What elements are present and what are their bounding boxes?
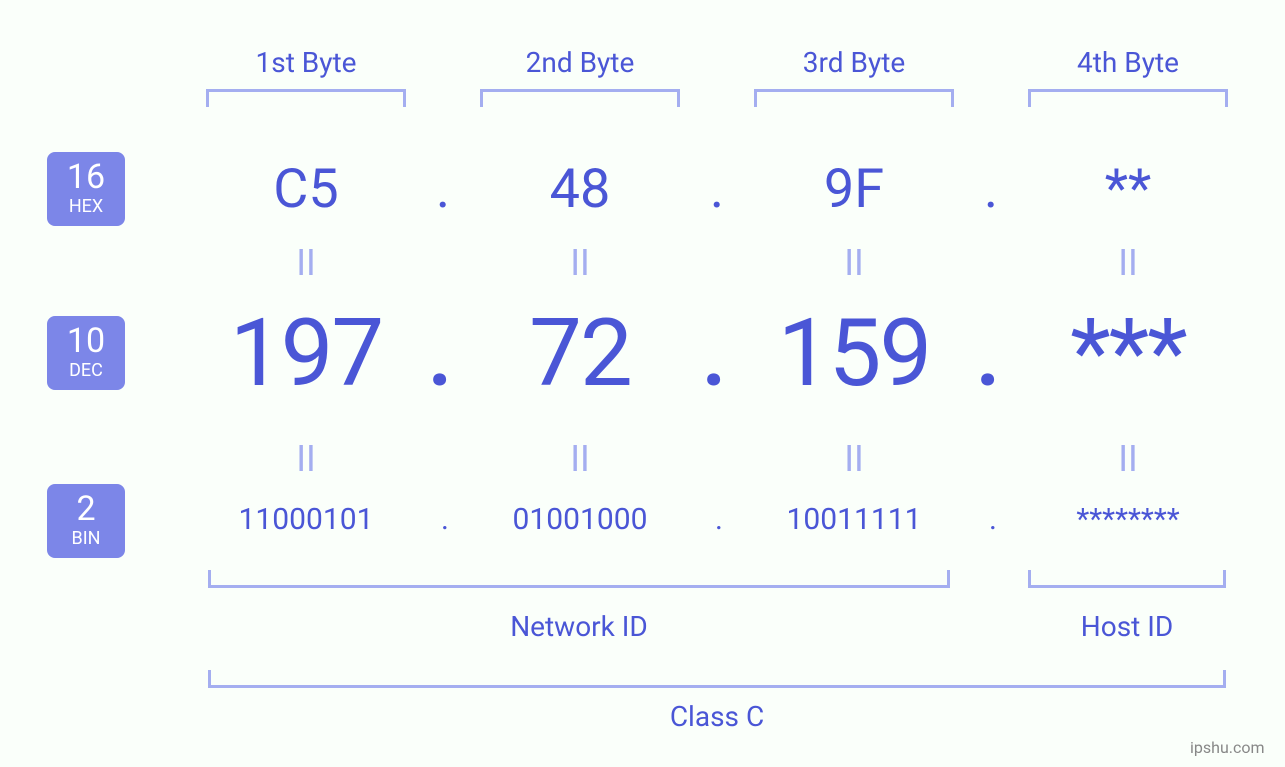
top-bracket-4 [1028, 89, 1228, 107]
bracket-network [208, 570, 950, 588]
bin-val-1: 11000101 [206, 502, 406, 537]
dot-hex-2: . [692, 158, 742, 221]
badge-hex-label: HEX [47, 198, 125, 216]
bin-val-3: 10011111 [754, 502, 954, 537]
byte-header-3: 3rd Byte [754, 46, 954, 79]
hex-val-2: 48 [480, 158, 680, 221]
badge-dec-num: 10 [47, 324, 125, 358]
dot-bin-1: . [430, 502, 460, 537]
byte-header-2: 2nd Byte [480, 46, 680, 79]
label-class: Class C [208, 700, 1226, 733]
eq2-2: II [480, 438, 680, 480]
dot-hex-3: . [966, 158, 1016, 221]
dot-hex-1: . [418, 158, 468, 221]
dot-dec-3: . [958, 298, 1018, 408]
dec-val-3: 159 [754, 298, 954, 408]
hex-val-4: ** [1028, 158, 1228, 221]
label-network: Network ID [208, 610, 950, 643]
eq2-3: II [754, 438, 954, 480]
dot-bin-2: . [704, 502, 734, 537]
badge-bin-label: BIN [47, 530, 125, 548]
badge-hex-num: 16 [47, 160, 125, 194]
top-bracket-1 [206, 89, 406, 107]
byte-col-1: 1st Byte [206, 46, 406, 107]
dot-bin-3: . [978, 502, 1008, 537]
ip-diagram: 16 HEX 10 DEC 2 BIN 1st Byte 2nd Byte 3r… [0, 0, 1285, 767]
label-host: Host ID [1028, 610, 1226, 643]
hex-val-3: 9F [754, 158, 954, 221]
bin-val-4: ******** [1028, 502, 1228, 537]
top-bracket-3 [754, 89, 954, 107]
badge-bin: 2 BIN [47, 484, 125, 558]
badge-dec-label: DEC [47, 362, 125, 380]
eq1-4: II [1028, 242, 1228, 284]
byte-header-4: 4th Byte [1028, 46, 1228, 79]
bin-val-2: 01001000 [480, 502, 680, 537]
badge-bin-num: 2 [47, 492, 125, 526]
eq1-1: II [206, 242, 406, 284]
eq1-3: II [754, 242, 954, 284]
watermark: ipshu.com [1190, 738, 1265, 757]
eq2-4: II [1028, 438, 1228, 480]
dec-val-2: 72 [480, 298, 680, 408]
hex-val-1: C5 [206, 158, 406, 221]
bracket-class [208, 670, 1226, 688]
byte-col-4: 4th Byte [1028, 46, 1228, 107]
eq2-1: II [206, 438, 406, 480]
dec-val-1: 197 [206, 298, 406, 408]
eq1-2: II [480, 242, 680, 284]
badge-dec: 10 DEC [47, 316, 125, 390]
dot-dec-2: . [684, 298, 744, 408]
dot-dec-1: . [410, 298, 470, 408]
dec-val-4: *** [1028, 298, 1228, 408]
byte-col-2: 2nd Byte [480, 46, 680, 107]
badge-hex: 16 HEX [47, 152, 125, 226]
bracket-host [1028, 570, 1226, 588]
byte-col-3: 3rd Byte [754, 46, 954, 107]
top-bracket-2 [480, 89, 680, 107]
byte-header-1: 1st Byte [206, 46, 406, 79]
